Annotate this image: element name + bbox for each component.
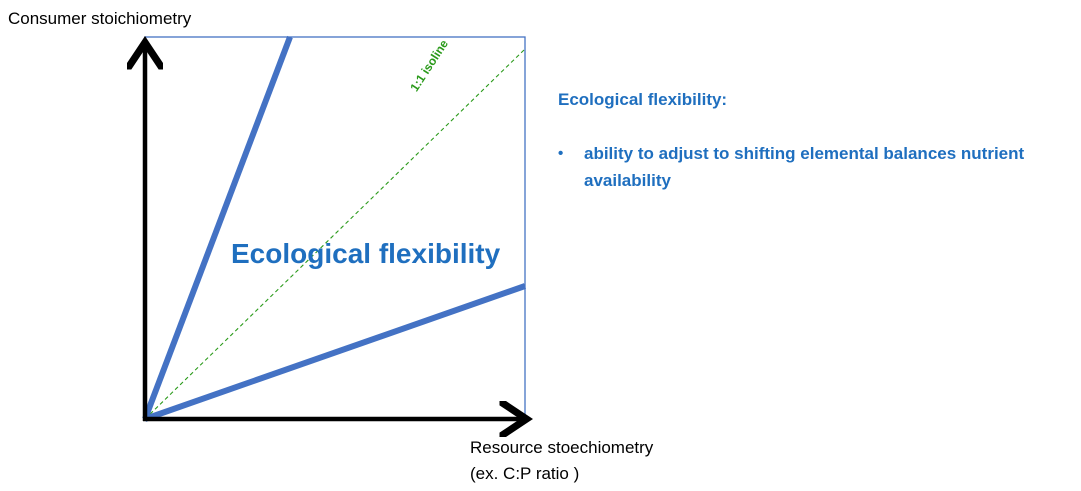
lower-boundary-line	[144, 283, 526, 422]
definition-bullet: • ability to adjust to shifting elementa…	[558, 140, 1078, 194]
definition-bullet-text: ability to adjust to shifting elemental …	[584, 144, 1025, 190]
x-axis-label: Resource stoechiometry (ex. C:P ratio )	[470, 435, 653, 487]
y-axis-label: Consumer stoichiometry	[8, 9, 192, 28]
x-axis-label-line1: Resource stoechiometry	[470, 438, 654, 457]
x-axis-label-line2: (ex. C:P ratio )	[470, 464, 580, 483]
definition-title: Ecological flexibility:	[558, 90, 728, 109]
flexibility-label: Ecological flexibility	[231, 238, 501, 269]
definition-panel: Ecological flexibility: • ability to adj…	[558, 90, 1078, 194]
isoline	[144, 48, 526, 420]
bullet-icon: •	[558, 145, 564, 162]
upper-boundary-line	[142, 35, 293, 421]
plot-frame	[144, 36, 526, 420]
